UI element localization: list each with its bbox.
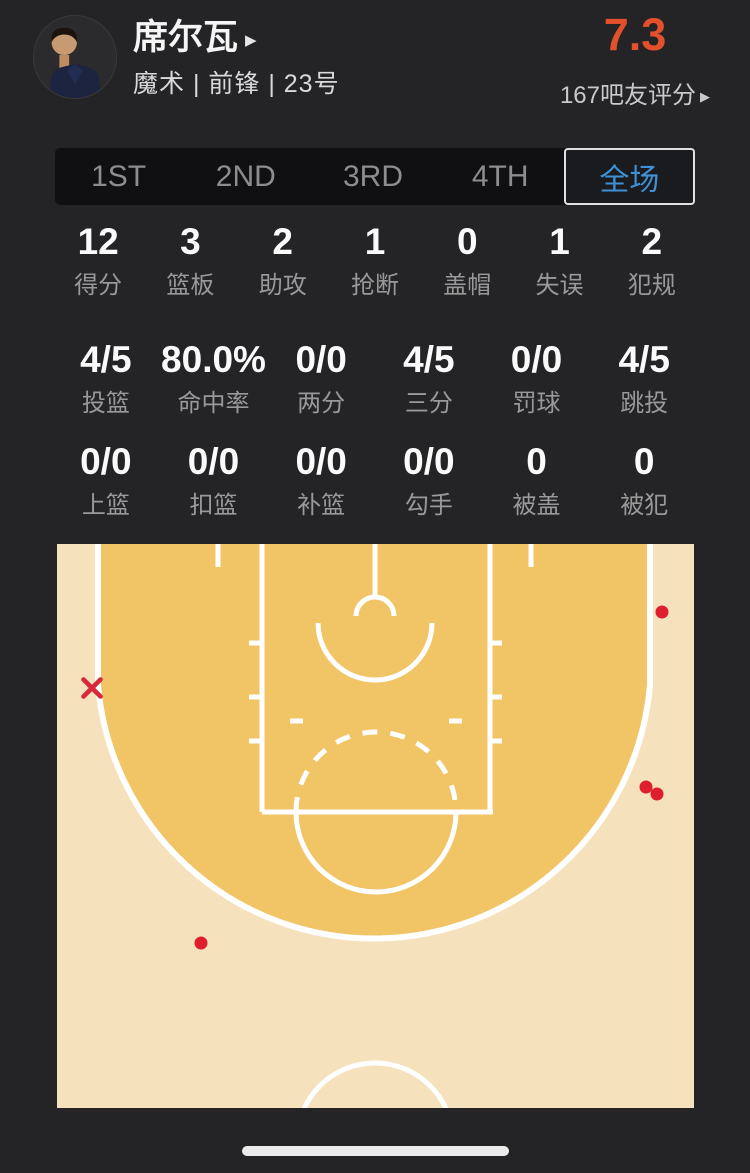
stat-jumpshot: 4/5 跳投 [590,341,698,417]
stat-rebounds: 3 篮板 [144,223,236,299]
stat-value: 4/5 [618,339,670,380]
stat-row-basic: 12 得分 3 篮板 2 助攻 1 抢断 0 盖帽 1 失误 2 犯规 [52,223,698,299]
player-avatar[interactable] [33,15,117,99]
stat-value: 3 [180,221,201,262]
tab-3rd[interactable]: 3RD [343,159,404,193]
free-throw-circle-solid [293,811,459,895]
rating-arrow-icon: ▶ [700,89,710,104]
stat-value: 1 [549,221,570,262]
stat-steals: 1 抢断 [329,223,421,299]
baseline-ticks [215,544,534,567]
stat-value: 2 [641,221,663,262]
stat-hook: 0/0 勾手 [375,443,483,519]
stat-blocks: 0 盖帽 [421,223,513,299]
stat-putback: 0/0 补篮 [267,443,375,519]
stat-value: 0/0 [403,441,455,482]
stat-3pt: 4/5 三分 [375,341,483,417]
stat-label: 篮板 [166,272,215,299]
stat-value: 0 [633,441,655,482]
tab-1st[interactable]: 1ST [91,159,147,193]
made-shot-marker [639,780,653,794]
tab-4th[interactable]: 4TH [471,159,529,193]
stat-layup: 0/0 上篮 [52,443,160,519]
shot-chart [57,544,694,1108]
stat-value: 0/0 [295,339,347,380]
stat-label: 三分 [404,390,453,417]
rating-value: 7.3 [603,9,667,60]
stat-value: 0 [456,221,478,262]
stat-fouled: 0 被犯 [590,443,698,519]
made-shot-marker [650,787,664,801]
stat-label: 犯规 [627,272,676,299]
home-indicator[interactable] [242,1146,509,1156]
quarter-tabbar: 1ST 2ND 3RD 4TH 全场 [55,148,696,205]
stat-got-blocked: 0 被盖 [483,443,591,519]
stat-value: 0/0 [295,441,347,482]
stat-label: 失误 [535,272,584,299]
stat-value: 1 [364,221,386,262]
shot-markers-layer [81,605,669,950]
stat-label: 罚球 [512,390,561,417]
stat-value: 0 [526,441,547,482]
stat-fg: 4/5 投篮 [52,341,160,417]
player-team-position: 魔术 | 前锋 | 23号 [133,70,340,98]
stat-points: 12 得分 [52,223,144,299]
stat-fouls: 2 犯规 [606,223,698,299]
rating-sub-label: 167吧友评分 [559,82,696,109]
stat-label: 扣篮 [189,492,238,519]
made-shot-marker [194,936,208,950]
stat-value: 0/0 [187,441,240,482]
stat-value: 0/0 [80,441,132,482]
player-name-row[interactable]: 席尔瓦 ▶ [133,20,257,56]
rating-block[interactable]: 7.3 167吧友评分 ▶ [560,12,710,110]
stat-value: 4/5 [80,339,132,380]
center-circle [301,1060,449,1108]
stat-ft: 0/0 罚球 [483,341,591,417]
lane-hash-marks [249,640,502,744]
missed-shot-marker [81,677,103,699]
stat-label: 跳投 [620,390,669,417]
stat-value: 80.0% [161,339,266,380]
stat-label: 盖帽 [443,272,492,299]
free-throw-circle-dashed [293,729,459,813]
court-inside-arc-zone [98,544,650,939]
stat-value: 0/0 [510,339,563,380]
stat-label: 被犯 [620,492,669,519]
tab-full-game[interactable]: 全场 [563,148,696,205]
restricted-area-arc [315,622,435,683]
stat-assists: 2 助攻 [237,223,329,299]
player-name: 席尔瓦 [133,18,239,57]
player-photo-icon [34,16,116,98]
stat-row-shot-types: 0/0 上篮 0/0 扣篮 0/0 补篮 0/0 勾手 0 被盖 0 被犯 [52,443,698,519]
stat-turnovers: 1 失误 [513,223,605,299]
stat-fg-pct: 80.0% 命中率 [160,341,268,417]
stat-label: 上篮 [81,492,130,519]
stat-label: 补篮 [297,492,346,519]
stat-label: 被盖 [512,492,561,519]
tab-2nd[interactable]: 2ND [215,159,276,193]
stat-dunk: 0/0 扣篮 [160,443,268,519]
half-court-diagram [57,544,694,1108]
stat-value: 12 [77,221,119,262]
stat-2pt: 0/0 两分 [267,341,375,417]
stat-label: 得分 [74,272,123,299]
player-detail-arrow-icon: ▶ [245,32,257,49]
stat-value: 4/5 [403,339,455,380]
stat-label: 投篮 [81,390,130,417]
stat-row-shooting: 4/5 投篮 80.0% 命中率 0/0 两分 4/5 三分 0/0 罚球 4/… [52,341,698,417]
stat-label: 勾手 [404,492,453,519]
made-shot-marker [655,605,669,619]
rating-sub-row[interactable]: 167吧友评分 ▶ [560,82,710,110]
stat-value: 2 [272,221,293,262]
stat-label: 命中率 [177,390,250,417]
stat-label: 抢断 [350,272,399,299]
stat-label: 助攻 [258,272,307,299]
three-point-line [95,544,653,942]
rim-icon [353,544,397,617]
stat-label: 两分 [297,390,346,417]
